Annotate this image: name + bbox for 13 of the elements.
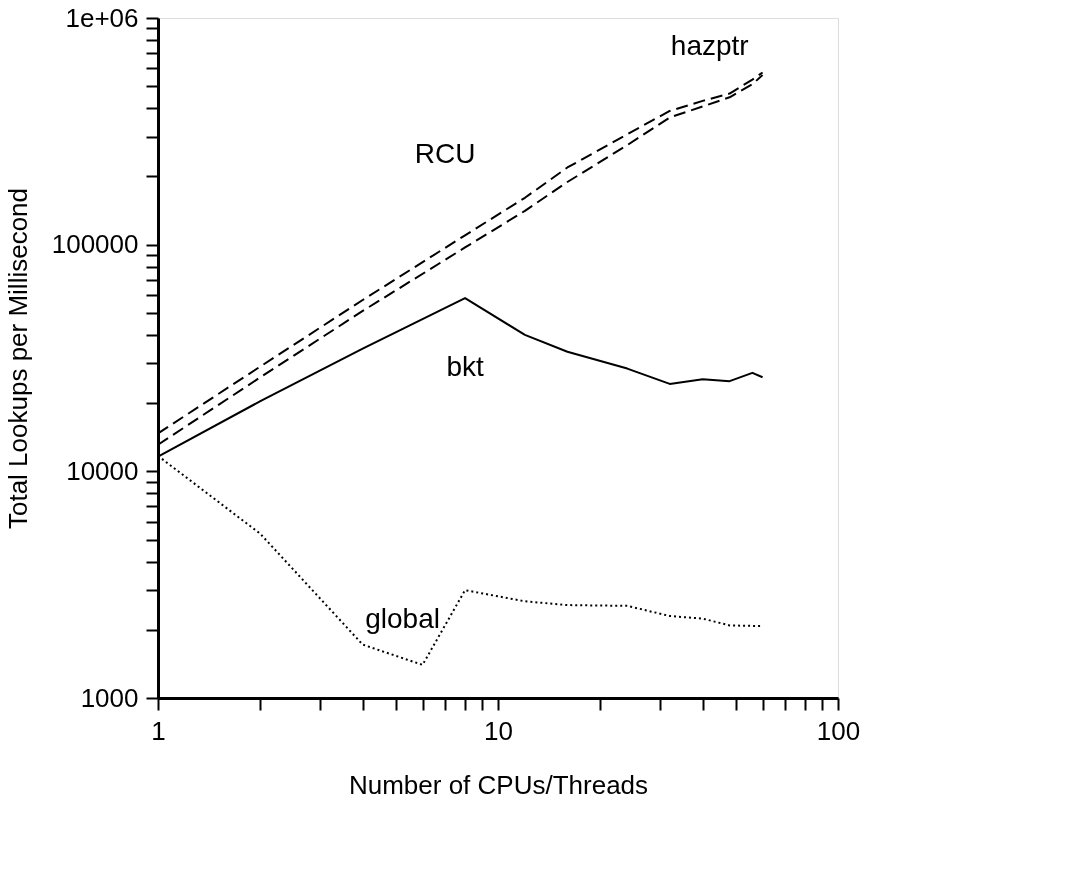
series-label: hazptr	[670, 30, 749, 62]
series-label: global	[365, 602, 440, 634]
y-tick-label: 1e+06	[65, 2, 139, 33]
series-label: bkt	[446, 351, 484, 383]
x-tick-label: 100	[816, 715, 861, 746]
series-label: RCU	[414, 138, 476, 170]
y-tick-label: 1000	[80, 682, 139, 713]
x-tick-label: 1	[151, 715, 166, 746]
y-tick-label: 10000	[66, 455, 139, 486]
y-axis-title: Total Lookups per Millisecond	[2, 187, 33, 530]
y-tick-label: 100000	[51, 229, 139, 260]
x-tick-label: 10	[484, 715, 513, 746]
x-axis-title: Number of CPUs/Threads	[348, 769, 649, 800]
